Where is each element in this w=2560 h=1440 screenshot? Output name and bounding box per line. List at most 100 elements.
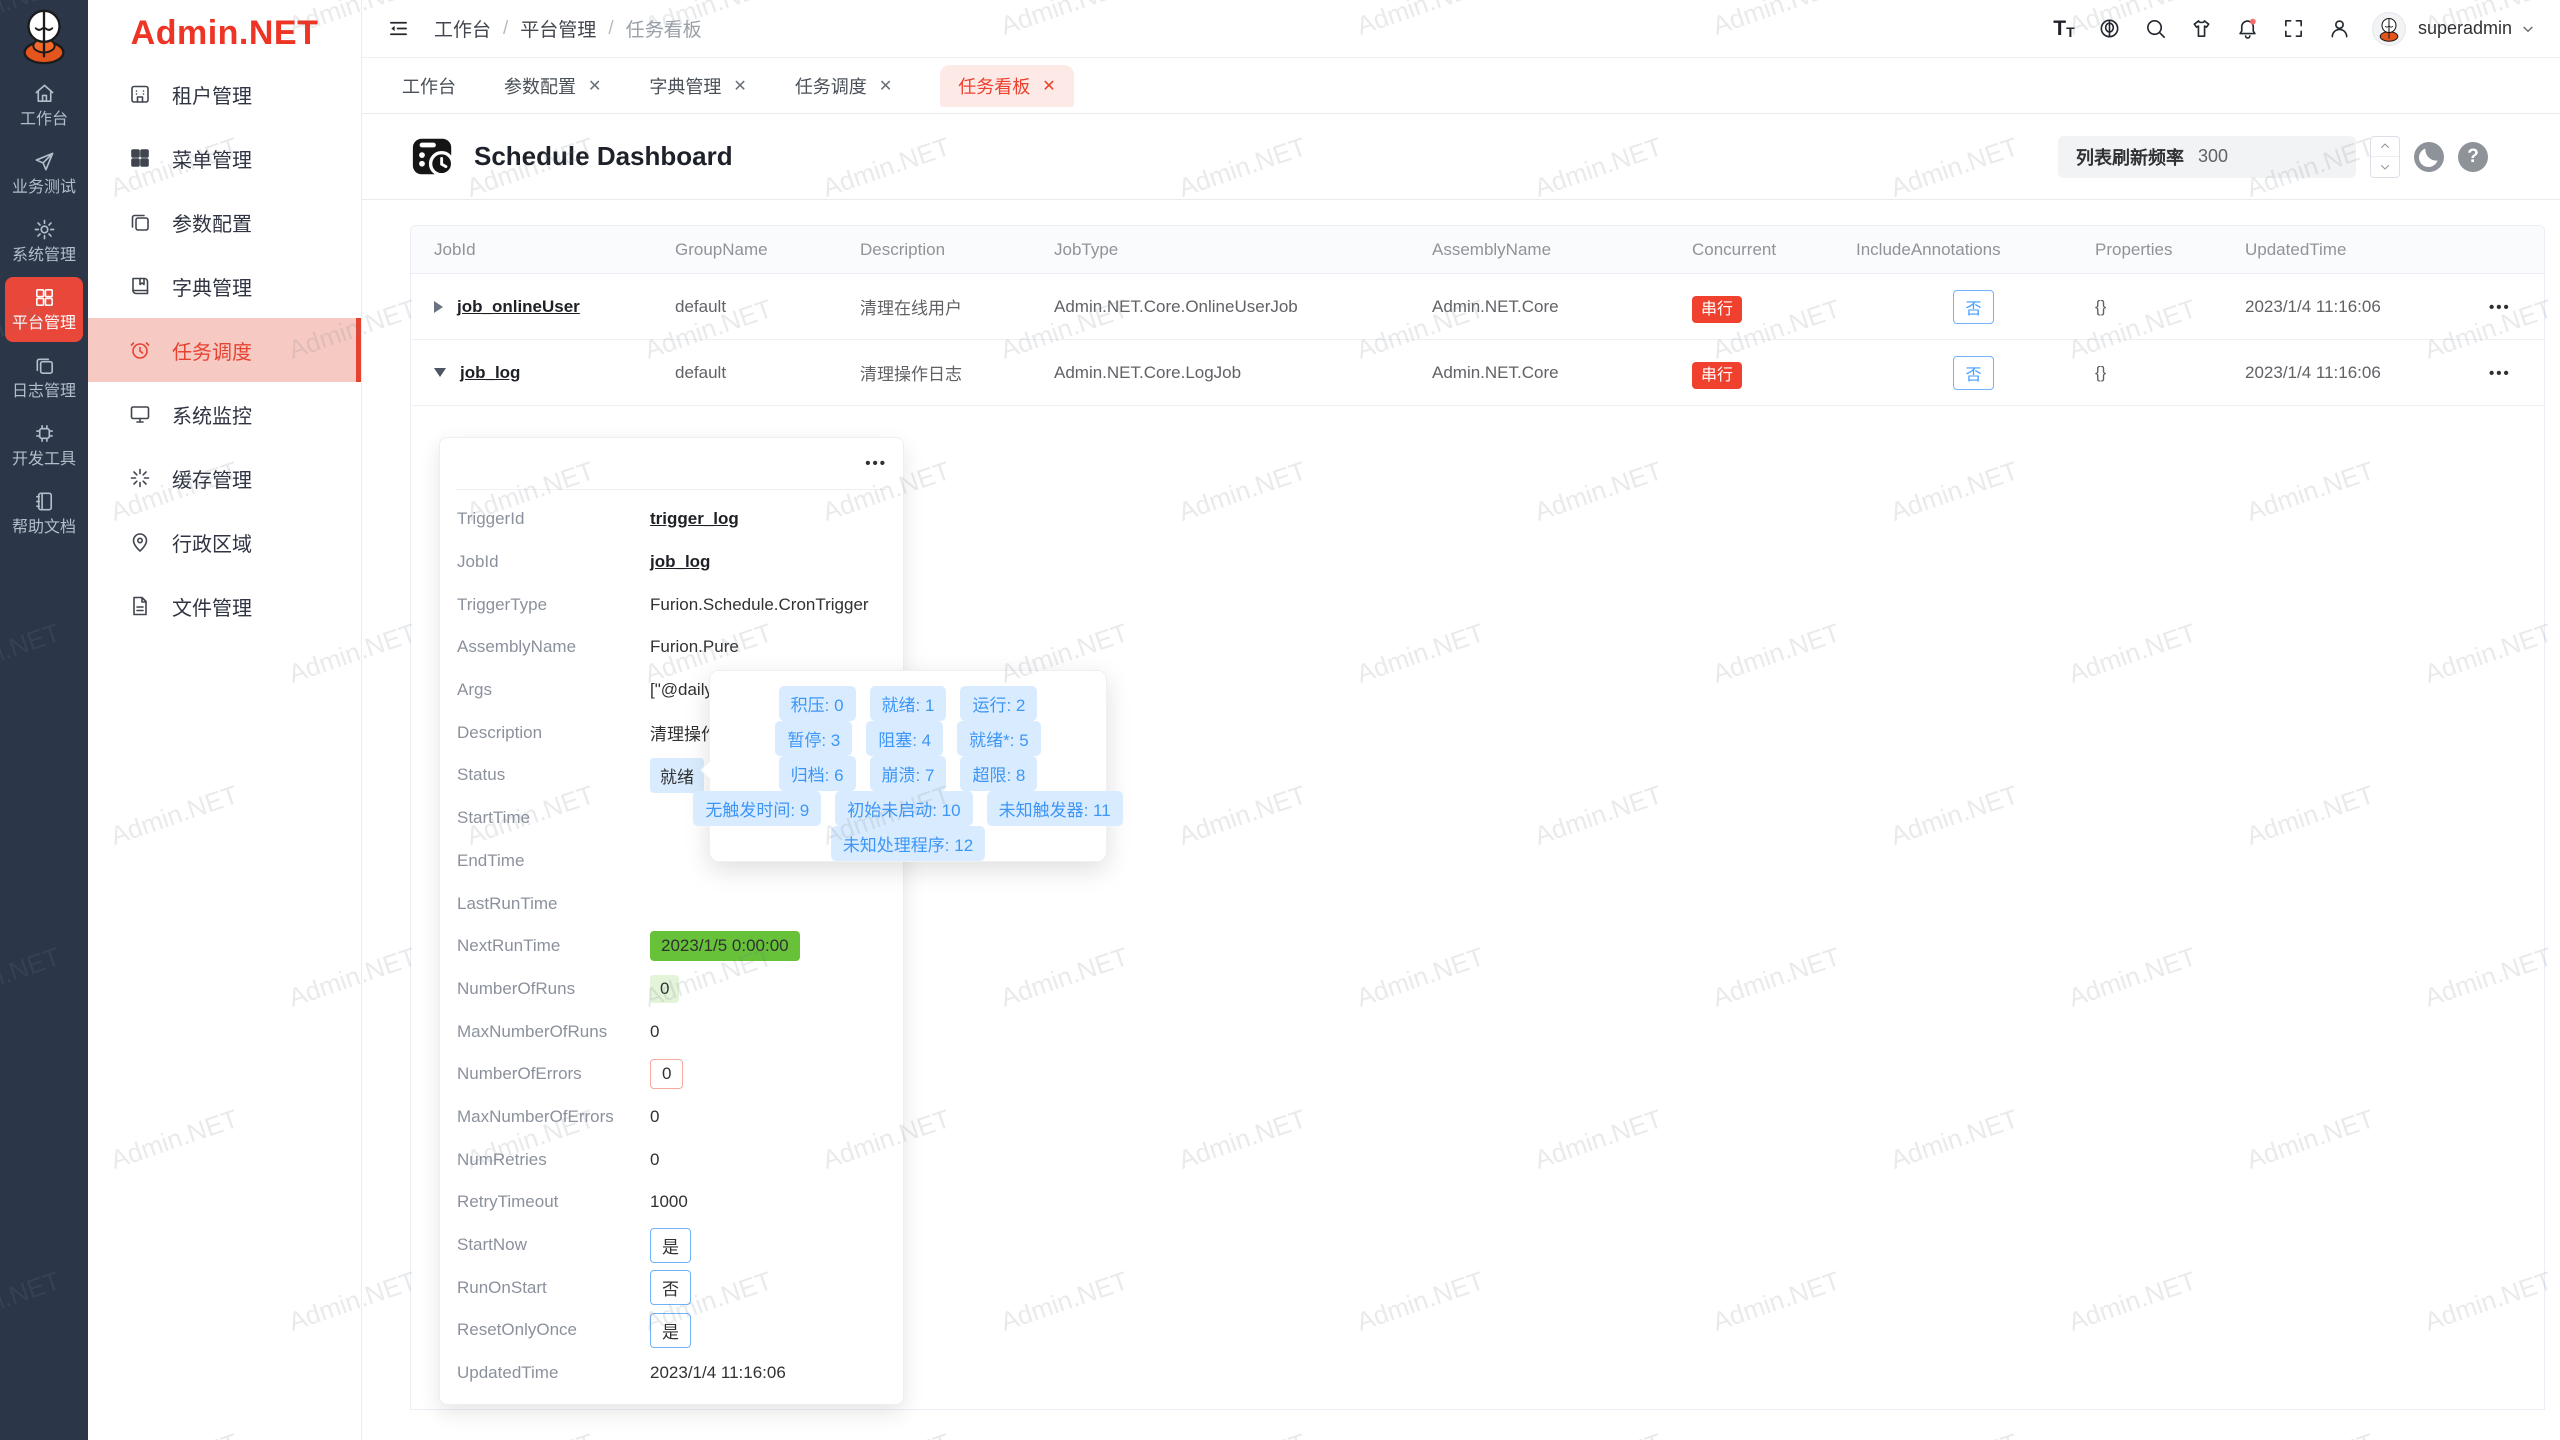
next-run-time-tag: 2023/1/5 0:00:00	[650, 931, 800, 962]
user-avatar[interactable]	[2371, 11, 2406, 46]
language-icon	[2100, 19, 2119, 38]
app-rail: 工作台 业务测试 系统管理 平台管理 日志管理 开发工具 帮助文档	[0, 0, 88, 1440]
close-icon[interactable]: ✕	[878, 77, 893, 95]
status-badge: 归档: 6	[778, 756, 856, 791]
rail-item-label: 工作台	[19, 111, 68, 128]
rail-item-platform-mgmt[interactable]: 平台管理	[5, 277, 83, 342]
expand-caret-icon[interactable]	[434, 300, 443, 313]
row-actions-button[interactable]: •••	[2489, 298, 2511, 316]
user-menu[interactable]: superadmin	[2418, 18, 2536, 39]
rail-item-system-mgmt[interactable]: 系统管理	[5, 209, 83, 274]
refresh-rate-label: 列表刷新频率	[2076, 147, 2184, 168]
number-of-errors-tag: 0	[650, 1059, 684, 1090]
tab-label: 工作台	[402, 76, 456, 97]
breadcrumb-separator: /	[608, 17, 614, 39]
collapse-caret-icon[interactable]	[434, 368, 446, 377]
field-row: MaxNumberOfRuns 0	[457, 1021, 660, 1041]
sidebar-item-menu-mgmt[interactable]: 菜单管理	[88, 126, 361, 190]
job-stats-button[interactable]	[2414, 141, 2444, 172]
app-logo-text[interactable]: Admin.NET	[130, 13, 319, 52]
start-now-tag: 是	[650, 1227, 691, 1263]
status-badge: 积压: 0	[778, 686, 856, 721]
chip-icon	[35, 425, 53, 442]
col-header-properties: Properties	[2095, 239, 2173, 259]
app-logo-mascot[interactable]	[13, 5, 75, 65]
chevron-up-icon	[2381, 143, 2389, 149]
fullscreen-button[interactable]	[2272, 7, 2316, 51]
tab-workbench[interactable]: 工作台	[402, 73, 456, 99]
field-row: MaxNumberOfErrors 0	[457, 1106, 660, 1126]
sidebar-item-system-monitor[interactable]: 系统监控	[88, 382, 361, 446]
breadcrumb-item[interactable]: 平台管理	[520, 20, 597, 41]
status-badge: 超限: 8	[960, 756, 1038, 791]
sidebar-item-label: 缓存管理	[172, 469, 252, 492]
notifications-button[interactable]	[2226, 7, 2270, 51]
cell-jobtype: Admin.NET.Core.LogJob	[1054, 362, 1242, 382]
rail-item-log-mgmt[interactable]: 日志管理	[5, 345, 83, 410]
theme-button[interactable]	[2180, 7, 2224, 51]
rail-item-workbench[interactable]: 工作台	[5, 73, 83, 138]
help-button[interactable]: ?	[2458, 141, 2488, 172]
sidebar-item-param-config[interactable]: 参数配置	[88, 190, 361, 254]
rail-item-label: 帮助文档	[11, 519, 76, 536]
cell-properties: {}	[2095, 362, 2107, 382]
cell-description: 清理在线用户	[860, 299, 962, 318]
sidebar-collapse-button[interactable]	[376, 7, 420, 51]
close-icon[interactable]: ✕	[588, 77, 602, 95]
breadcrumb: 工作台 / 平台管理 / 任务看板	[434, 15, 702, 42]
sidebar-item-task-schedule[interactable]: 任务调度	[88, 318, 361, 382]
refresh-rate-input[interactable]	[2198, 146, 2338, 167]
sidebar-item-dict-mgmt[interactable]: 字典管理	[88, 254, 361, 318]
search-button[interactable]	[2134, 7, 2178, 51]
breadcrumb-current: 任务看板	[625, 20, 702, 41]
trigger-id-link[interactable]: trigger_log	[650, 509, 739, 529]
col-header-updatedtime: UpdatedTime	[2245, 239, 2347, 259]
row-actions-button[interactable]: •••	[2489, 364, 2511, 382]
tab-task-dashboard[interactable]: 任务看板 ✕	[940, 64, 1074, 107]
status-badge: 暂停: 3	[775, 721, 853, 756]
field-row: Status 就绪	[457, 754, 903, 797]
profile-button[interactable]	[2318, 7, 2362, 51]
refresh-rate-stepper	[2370, 135, 2400, 178]
tab-label: 参数配置	[504, 76, 576, 97]
breadcrumb-item[interactable]: 工作台	[434, 20, 492, 41]
stepper-up-button[interactable]	[2371, 137, 2399, 157]
sidebar-item-cache-mgmt[interactable]: 缓存管理	[88, 446, 361, 510]
cell-jobtype: Admin.NET.Core.OnlineUserJob	[1054, 296, 1298, 316]
sidebar-item-file-mgmt[interactable]: 文件管理	[88, 574, 361, 638]
status-badge: 就绪: 1	[869, 686, 947, 721]
trigger-actions-button[interactable]: •••	[865, 455, 887, 472]
rail-item-label: 日志管理	[11, 383, 76, 400]
sidebar-item-tenant-mgmt[interactable]: 租户管理	[88, 62, 361, 126]
rail-item-label: 平台管理	[11, 315, 76, 332]
tab-param-config[interactable]: 参数配置 ✕	[504, 73, 601, 99]
tab-dict-mgmt[interactable]: 字典管理 ✕	[649, 73, 746, 99]
language-button[interactable]	[2088, 7, 2132, 51]
document-icon	[133, 596, 147, 616]
jobid-link[interactable]: job_log	[460, 362, 521, 382]
jobid-link[interactable]: job_onlineUser	[457, 296, 580, 316]
job-id-link[interactable]: job_log	[650, 552, 711, 572]
field-row: TriggerType Furion.Schedule.CronTrigger	[457, 594, 869, 614]
close-icon[interactable]: ✕	[1042, 77, 1056, 95]
rail-item-dev-tools[interactable]: 开发工具	[5, 413, 83, 478]
field-row: RunOnStart 否	[457, 1266, 903, 1309]
rail-item-business-test[interactable]: 业务测试	[5, 141, 83, 206]
status-badge: 就绪*: 5	[957, 721, 1041, 756]
tab-task-schedule[interactable]: 任务调度 ✕	[795, 73, 892, 99]
stepper-down-button[interactable]	[2371, 157, 2399, 177]
status-badge: 初始未启动: 10	[835, 791, 973, 826]
cell-groupname: default	[675, 362, 727, 382]
rail-item-help-docs[interactable]: 帮助文档	[5, 481, 83, 546]
close-icon[interactable]: ✕	[733, 77, 747, 95]
refresh-rate-control: 列表刷新频率	[2058, 135, 2356, 178]
sidebar-item-admin-region[interactable]: 行政区域	[88, 510, 361, 574]
tab-label: 字典管理	[649, 76, 722, 97]
gear-icon	[34, 219, 54, 240]
mascot-icon	[23, 9, 65, 65]
table-header-row: JobId GroupName Description JobType Asse…	[411, 226, 2544, 274]
field-row: TriggerId trigger_log	[457, 509, 739, 529]
main-content: Schedule Dashboard 列表刷新频率 ? JobId GroupN…	[362, 114, 2560, 1440]
